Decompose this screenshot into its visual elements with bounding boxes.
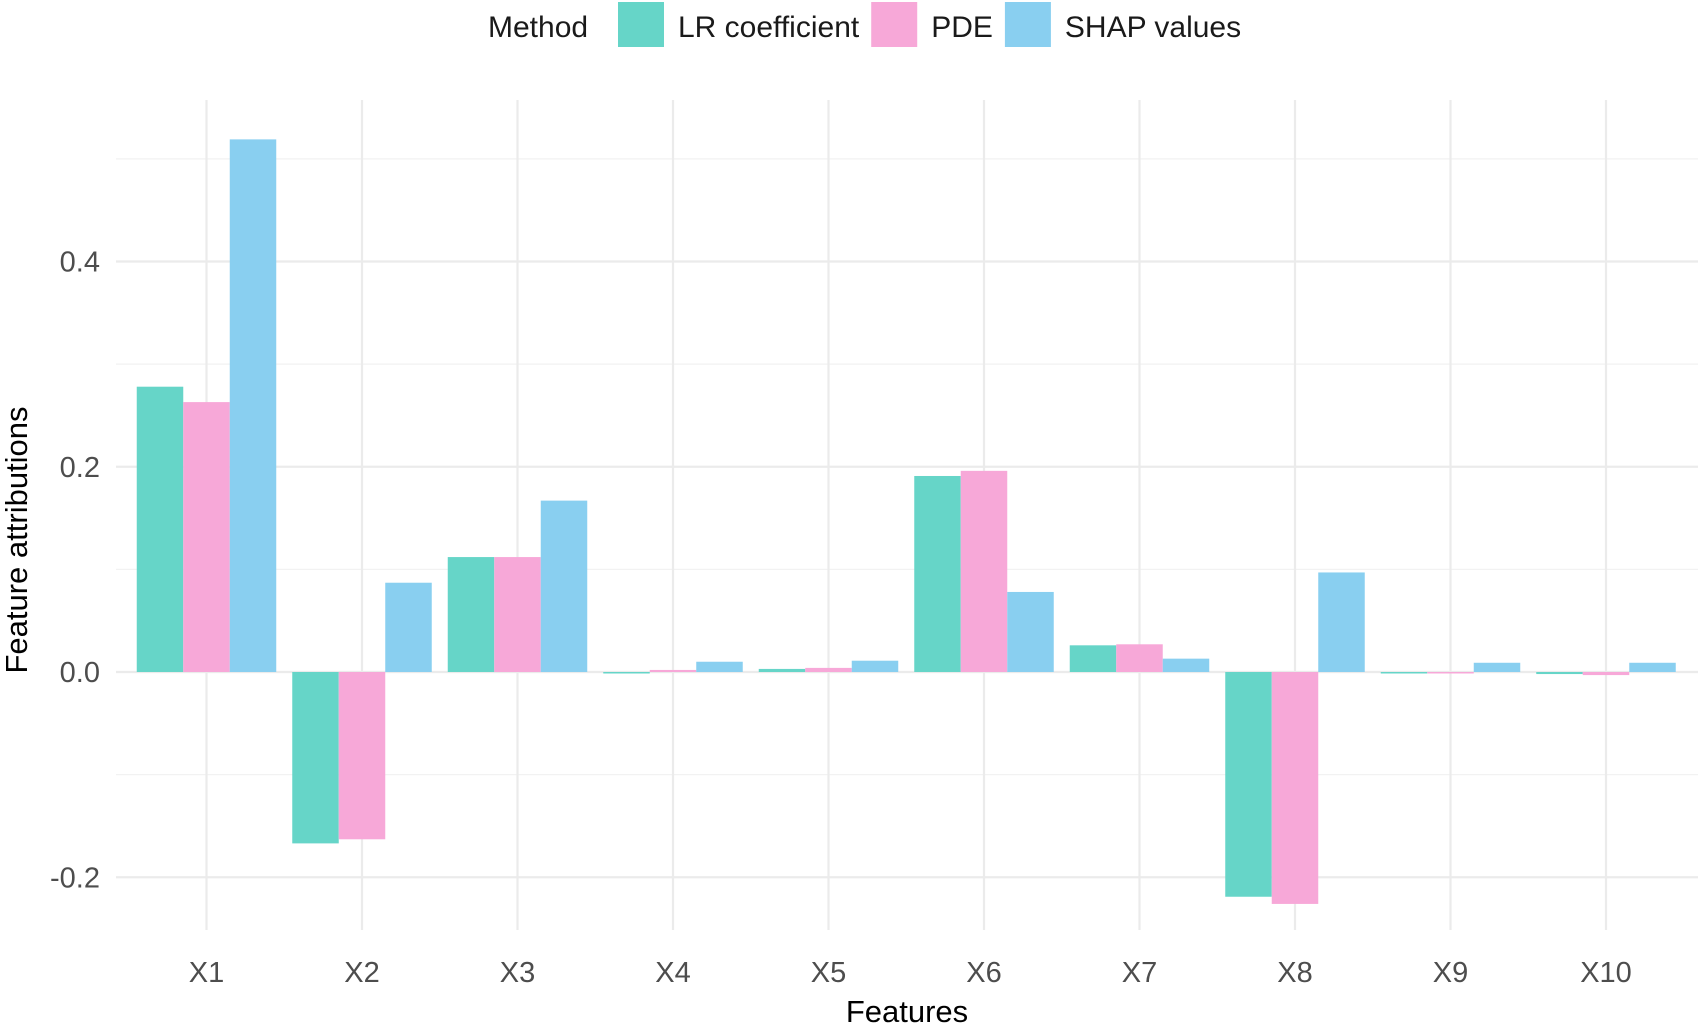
y-axis-title: Feature attributions (0, 406, 34, 673)
x-axis-ticks: X1 X2 X3 X4 X5 X6 X7 X8 X9 X10 (189, 957, 1632, 989)
x-tick-label: X4 (655, 957, 690, 989)
legend-label: LR coefficient (678, 11, 860, 44)
legend-key-lr-coefficient (618, 2, 664, 47)
bar-shap-values-x3 (540, 500, 588, 672)
x-tick-label: X5 (811, 957, 846, 989)
legend-key-shap-values (1004, 2, 1051, 47)
bar-pde-x7 (1116, 644, 1163, 672)
bar-lr-coefficient-x3 (447, 557, 495, 672)
bar-pde-x6 (960, 470, 1008, 672)
bar-lr-coefficient-x9 (1380, 672, 1428, 674)
legend-label: SHAP values (1065, 11, 1241, 44)
bar-shap-values-x8 (1318, 572, 1365, 672)
bar-shap-values-x6 (1007, 591, 1054, 672)
bar-pde-x1 (183, 402, 230, 672)
y-tick-label: 0.2 (60, 452, 100, 484)
bar-lr-coefficient-x5 (758, 668, 806, 672)
bar-shap-values-x7 (1162, 658, 1210, 672)
bar-pde-x4 (649, 669, 697, 672)
legend-label: PDE (931, 11, 993, 44)
bar-lr-coefficient-x10 (1536, 672, 1583, 675)
bar-lr-coefficient-x1 (136, 386, 184, 672)
x-axis-title: Features (846, 994, 968, 1026)
legend-title: Method (488, 11, 588, 44)
bars (136, 139, 1676, 904)
bar-lr-coefficient-x6 (914, 475, 961, 672)
bar-pde-x3 (494, 557, 541, 672)
bar-pde-x5 (805, 667, 852, 672)
bar-pde-x9 (1427, 672, 1474, 674)
y-tick-label: 0.0 (60, 657, 100, 689)
bar-lr-coefficient-x8 (1225, 672, 1272, 897)
x-tick-label: X7 (1122, 957, 1157, 989)
bar-shap-values-x9 (1473, 662, 1521, 672)
bar-lr-coefficient-x2 (292, 672, 339, 844)
y-tick-label: 0.4 (60, 247, 100, 279)
x-tick-label: X9 (1433, 957, 1468, 989)
x-tick-label: X2 (344, 957, 379, 989)
y-axis-ticks: -0.2 0.0 0.2 0.4 (50, 247, 100, 895)
y-tick-label: -0.2 (50, 862, 100, 894)
x-tick-label: X6 (966, 957, 1001, 989)
x-tick-label: X8 (1277, 957, 1312, 989)
bar-shap-values-x5 (851, 660, 899, 672)
bar-pde-x2 (338, 672, 386, 840)
bar-lr-coefficient-x4 (603, 672, 650, 674)
bar-shap-values-x10 (1629, 662, 1676, 672)
x-tick-label: X1 (189, 957, 224, 989)
x-tick-label: X10 (1580, 957, 1632, 989)
bar-pde-x10 (1582, 672, 1630, 676)
bar-shap-values-x2 (385, 582, 432, 672)
x-tick-label: X3 (500, 957, 535, 989)
bar-pde-x8 (1271, 672, 1319, 904)
bar-shap-values-x4 (696, 661, 743, 672)
legend-key-pde (871, 2, 918, 47)
bar-shap-values-x1 (229, 139, 277, 673)
legend: Method LR coefficient PDE SHAP values (488, 2, 1241, 47)
bar-lr-coefficient-x7 (1069, 645, 1117, 672)
